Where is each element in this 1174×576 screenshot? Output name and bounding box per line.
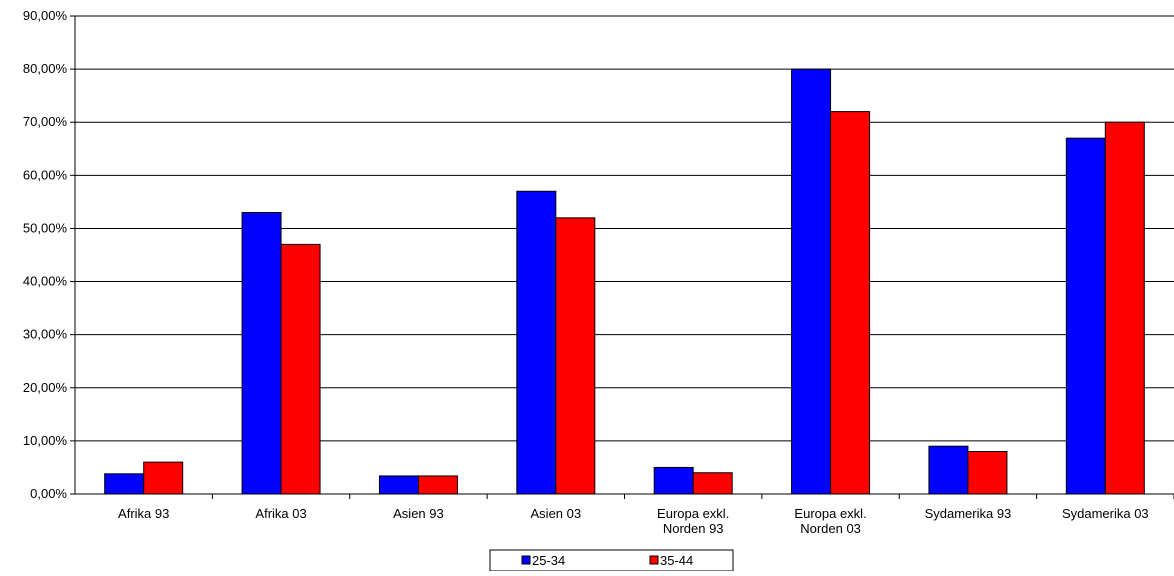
- x-tick-label: Norden 03: [800, 521, 861, 536]
- bar-35-44-2: [417, 475, 458, 495]
- bar-35-44-6: [967, 451, 1008, 495]
- bars: [104, 68, 1145, 495]
- legend: 25-34 35-44: [489, 549, 734, 572]
- x-tick-label: Sydamerika 93: [925, 506, 1012, 521]
- x-tick-label: Sydamerika 03: [1062, 506, 1149, 521]
- axes: [70, 15, 1174, 499]
- y-tick-label: 20,00%: [23, 380, 68, 395]
- bar-25-34-7: [1065, 137, 1106, 495]
- bar-25-34-0: [104, 473, 145, 495]
- x-tick-label: Europa exkl.: [657, 506, 729, 521]
- bar-25-34-6: [928, 445, 969, 495]
- x-tick-label: Europa exkl.: [794, 506, 866, 521]
- x-tick-label: Afrika 93: [118, 506, 169, 521]
- x-tick-label: Asien 03: [531, 506, 582, 521]
- bar-25-34-4: [653, 466, 694, 495]
- y-tick-label: 0,00%: [30, 486, 67, 501]
- bar-35-44-0: [143, 461, 184, 495]
- y-tick-label: 60,00%: [23, 167, 68, 182]
- y-tick-label: 30,00%: [23, 327, 68, 342]
- bar-35-44-1: [280, 243, 321, 495]
- x-tick-label: Asien 93: [393, 506, 444, 521]
- y-tick-label: 70,00%: [23, 114, 68, 129]
- legend-label-25-34: 25-34: [532, 553, 565, 568]
- bar-25-34-2: [378, 475, 419, 495]
- y-tick-label: 10,00%: [23, 433, 68, 448]
- x-tick-label: Norden 93: [663, 521, 724, 536]
- x-tick-label: Afrika 03: [255, 506, 306, 521]
- tick-labels: 0,00% 10,00% 20,00% 30,00% 40,00% 50,00% 60,00…: [23, 8, 1149, 536]
- bar-35-44-3: [555, 217, 596, 495]
- legend-swatch-25-34: [521, 555, 531, 565]
- legend-swatch-35-44: [649, 555, 659, 565]
- y-tick-label: 50,00%: [23, 220, 68, 235]
- y-tick-label: 40,00%: [23, 274, 68, 289]
- y-tick-label: 80,00%: [23, 61, 68, 76]
- bar-35-44-4: [692, 472, 733, 495]
- bar-25-34-5: [791, 68, 832, 495]
- bar-35-44-5: [830, 111, 871, 495]
- gridlines: [75, 15, 1174, 442]
- bar-35-44-7: [1104, 121, 1145, 495]
- bar-25-34-3: [516, 190, 557, 495]
- y-tick-label: 90,00%: [23, 8, 68, 23]
- bar-25-34-1: [241, 212, 282, 495]
- legend-label-35-44: 35-44: [660, 553, 693, 568]
